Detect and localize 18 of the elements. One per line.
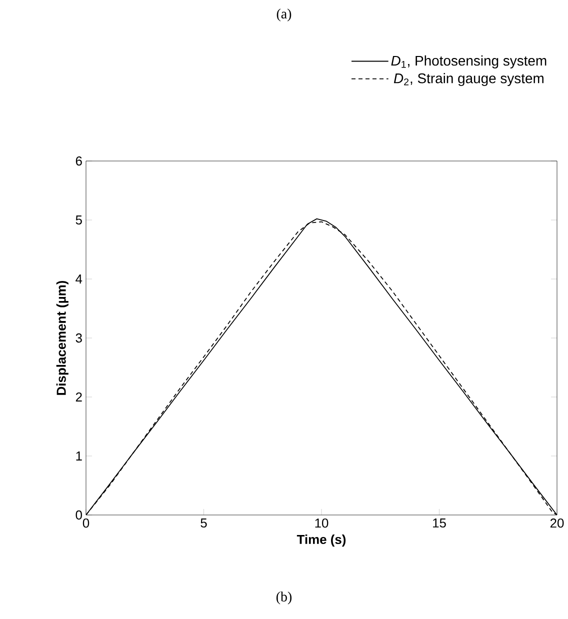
y-tick-label: 6 <box>76 156 82 166</box>
y-tick-label: 4 <box>76 274 82 284</box>
x-axis-title: Time (s) <box>296 534 346 547</box>
x-tick-label: 10 <box>315 518 328 528</box>
y-axis-title: Displacement (µm) <box>56 280 68 395</box>
legend-label: D$_{1}$, Photosensing system <box>391 55 546 68</box>
y-tick-label: 1 <box>76 452 82 460</box>
y-tick-label: 5 <box>76 215 82 225</box>
text: (b) <box>276 592 292 604</box>
y-tick-label: 0 <box>76 510 82 520</box>
x-tick-label: 20 <box>550 518 564 528</box>
x-tick-label: 15 <box>433 518 446 528</box>
x-tick-label: 5 <box>200 518 207 528</box>
y-tick-label: 2 <box>76 392 82 402</box>
x-tick-label: 0 <box>82 518 90 528</box>
chart-title: (a) <box>276 8 292 22</box>
legend-label: D$_{2}$, Strain gauge system <box>394 73 544 86</box>
y-tick-label: 3 <box>76 333 82 343</box>
